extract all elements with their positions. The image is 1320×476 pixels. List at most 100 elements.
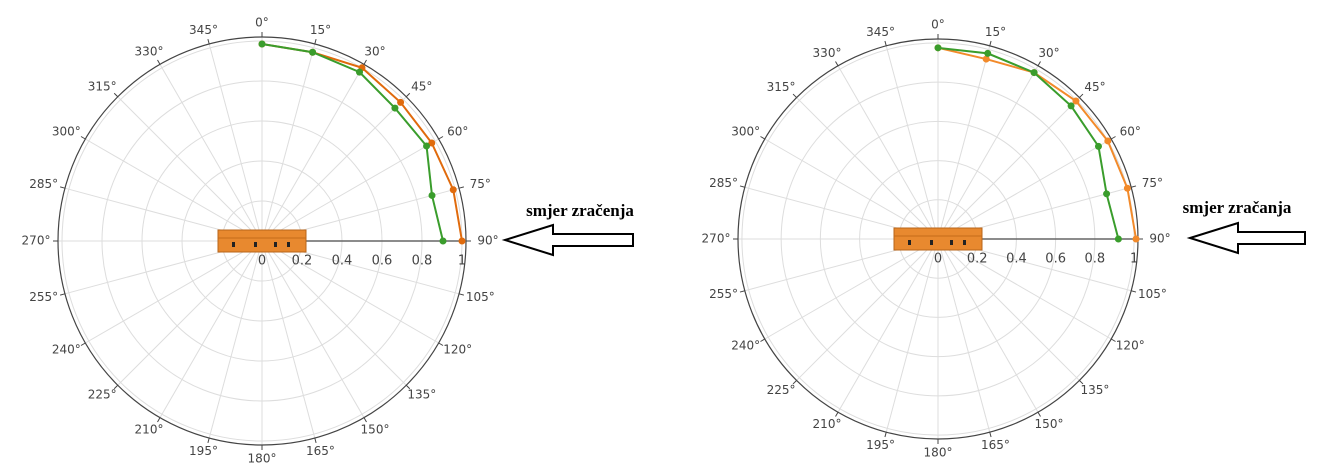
angular-tick: [314, 437, 317, 444]
series-point: [1103, 190, 1111, 198]
series-point: [982, 55, 990, 63]
angular-grid-line: [796, 238, 939, 381]
series-point: [1067, 102, 1075, 110]
angular-tick-label: 0°: [255, 16, 269, 30]
device-part: [232, 242, 235, 247]
series-point: [423, 142, 431, 150]
angular-grid-line: [159, 240, 263, 418]
series-point: [1104, 137, 1112, 145]
angular-tick-label: 285°: [29, 177, 58, 191]
angular-tick-label: 105°: [466, 290, 495, 304]
angular-tick-label: 195°: [189, 444, 218, 458]
angular-tick: [739, 290, 745, 293]
angular-tick-label: 240°: [52, 343, 81, 357]
angular-tick-label: 15°: [310, 23, 331, 37]
radial-tick-label: 0.4: [332, 254, 353, 269]
angular-tick: [113, 92, 119, 98]
radial-tick-label: 0.8: [412, 254, 433, 269]
series-point: [1094, 142, 1102, 150]
angular-grid-line: [937, 238, 1112, 340]
angular-grid-line: [117, 96, 263, 242]
angular-tick: [1037, 61, 1041, 67]
angular-tick-label: 120°: [1116, 339, 1145, 353]
angular-tick-label: 0°: [931, 18, 945, 32]
angular-grid-line: [85, 138, 263, 242]
angular-tick: [989, 40, 992, 46]
series-point: [1123, 184, 1131, 192]
angular-grid-line: [937, 238, 1039, 413]
angular-grid-line: [937, 138, 1112, 240]
series-point: [1132, 235, 1140, 243]
angular-tick: [1079, 380, 1084, 385]
angular-grid-line: [261, 240, 439, 344]
angular-tick-label: 30°: [1038, 46, 1059, 60]
angular-grid-line: [937, 238, 991, 433]
series-point: [428, 191, 436, 199]
angular-tick: [760, 338, 766, 342]
angular-tick-label: 180°: [248, 452, 277, 466]
angular-tick-label: 60°: [447, 125, 468, 139]
arrow: [1186, 221, 1306, 255]
angular-tick-label: 300°: [52, 125, 81, 139]
radial-tick-label: 0.8: [1085, 252, 1106, 267]
series-point: [356, 68, 363, 76]
series-point: [397, 98, 405, 106]
series-point: [428, 139, 436, 147]
angular-grid-line: [159, 64, 263, 242]
series-point: [934, 44, 942, 52]
angular-tick-label: 30°: [364, 45, 385, 59]
angular-tick-label: 165°: [306, 444, 335, 458]
angular-tick: [1131, 290, 1137, 293]
angular-tick: [739, 185, 745, 188]
angular-grid-line: [885, 45, 939, 240]
angular-tick: [405, 92, 411, 98]
angular-tick-label: 330°: [813, 46, 842, 60]
device-part: [274, 242, 277, 247]
angular-tick-label: 315°: [88, 79, 117, 93]
angular-tick: [157, 417, 161, 423]
angular-grid-line: [796, 97, 939, 240]
angular-tick-label: 285°: [709, 176, 738, 190]
angular-tick-label: 105°: [1138, 287, 1167, 301]
radial-tick-label: 0: [934, 252, 942, 267]
radial-tick-label: 1: [1130, 252, 1138, 267]
angular-tick-label: 75°: [1142, 176, 1163, 190]
angular-grid-line: [261, 240, 316, 439]
device-part: [908, 240, 911, 245]
device-part: [963, 240, 966, 245]
angular-grid-line: [885, 238, 939, 433]
angular-tick: [314, 38, 317, 45]
arrow: [501, 223, 634, 257]
angular-grid-line: [837, 65, 939, 240]
angular-tick-label: 75°: [470, 177, 491, 191]
angular-tick-label: 150°: [1035, 417, 1064, 431]
series-point: [449, 186, 457, 194]
angular-tick-label: 345°: [866, 25, 895, 39]
angular-grid-line: [937, 97, 1080, 240]
radial-tick-label: 0.6: [372, 254, 393, 269]
angular-tick: [835, 411, 839, 417]
angular-tick-label: 90°: [1149, 232, 1170, 246]
angular-tick-label: 270°: [22, 234, 51, 248]
angular-tick-label: 240°: [731, 339, 760, 353]
angular-tick-label: 45°: [1084, 80, 1105, 94]
angular-grid-line: [117, 240, 263, 386]
radial-tick-label: 0.6: [1045, 252, 1066, 267]
angular-grid-line: [937, 238, 1080, 381]
angular-grid-line: [764, 138, 939, 240]
angular-grid-line: [764, 238, 939, 340]
device: [893, 227, 983, 251]
angular-tick-label: 135°: [1081, 383, 1110, 397]
angular-tick-label: 330°: [135, 45, 164, 59]
angular-tick: [59, 186, 66, 189]
angular-grid-line: [937, 65, 1039, 240]
angular-tick: [792, 93, 797, 98]
angular-tick: [989, 432, 992, 438]
angular-tick: [207, 38, 210, 45]
angular-grid-line: [937, 45, 991, 240]
angular-tick-label: 255°: [29, 290, 58, 304]
angular-tick-label: 45°: [411, 79, 432, 93]
series-point: [258, 40, 266, 48]
annotation: smjer zračanja: [1183, 198, 1292, 217]
angular-tick: [884, 40, 887, 46]
